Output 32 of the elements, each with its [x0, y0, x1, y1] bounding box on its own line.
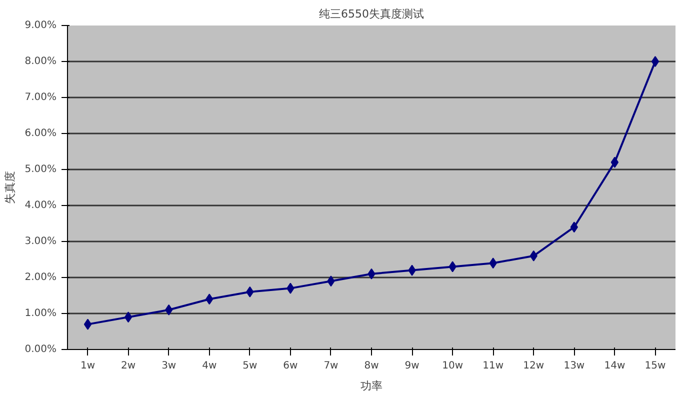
x-tick-label: 11w [482, 360, 504, 372]
y-tick-label: 4.00% [24, 200, 57, 211]
y-tick-label: 6.00% [24, 128, 57, 139]
x-tick-label: 8w [364, 360, 379, 372]
x-tick-label: 9w [404, 360, 420, 372]
point [84, 318, 92, 330]
y-tick-label: 8.00% [24, 56, 57, 67]
x-tick-label: 3w [162, 360, 176, 372]
y-tick-label: 7.00% [24, 92, 57, 103]
x-tick-label: 12w [523, 360, 544, 372]
x-tick-label: 1w [80, 360, 96, 372]
x-axis-title: 功率 [360, 380, 382, 392]
y-tick-label: 3.00% [24, 236, 57, 247]
x-tick-label: 2w [121, 360, 136, 372]
x-tick-label: 6w [283, 360, 298, 372]
x-tick-label: 7w [324, 360, 338, 372]
x-tick-label: 5w [242, 360, 258, 372]
chart-title: 纯三6550失真度测试 [319, 8, 424, 20]
x-tick-label: 13w [564, 360, 585, 372]
x-tick-label: 15w [644, 360, 666, 372]
point [651, 56, 660, 67]
x-tick-label: 14w [604, 360, 626, 372]
y-tick-label: 0.00% [24, 344, 57, 355]
y-tick-label: 1.00% [24, 308, 57, 319]
point [124, 312, 132, 323]
point [610, 156, 619, 168]
y-tick-label: 2.00% [24, 272, 57, 283]
y-tick-label: 9.00% [24, 20, 57, 31]
x-tick-label: 4w [202, 360, 217, 372]
x-tick-label: 10w [442, 360, 464, 372]
y-tick-label: 5.00% [24, 164, 57, 175]
y-axis-title: 失真度 [4, 171, 17, 204]
